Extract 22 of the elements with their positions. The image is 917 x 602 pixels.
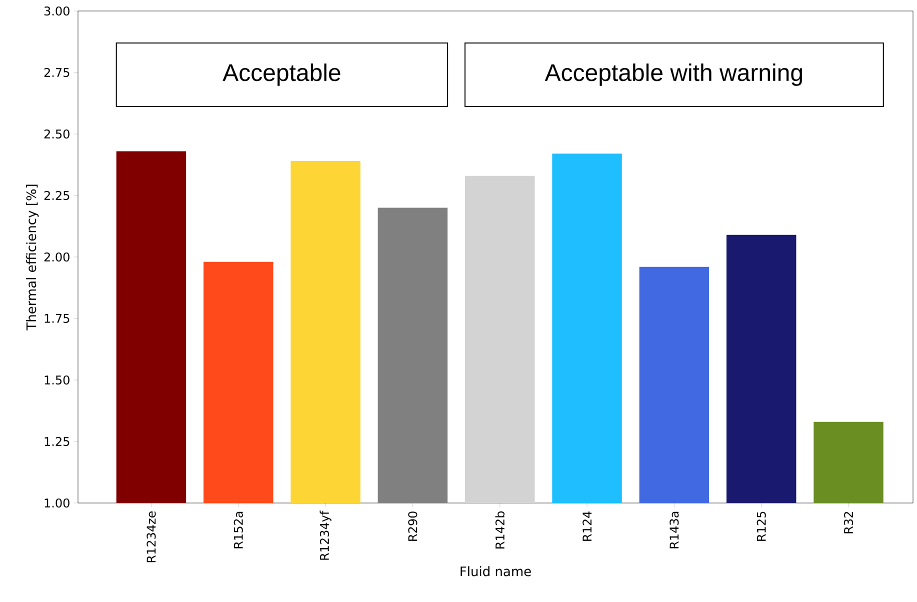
annotation: Acceptable with warning	[544, 64, 802, 86]
x-tick-label: R290	[408, 512, 418, 541]
y-tick-label: 2.50	[44, 129, 70, 139]
y-tick-label: 3.00	[44, 6, 70, 16]
x-tick-label: R32	[844, 512, 854, 534]
y-tick-label: 2.25	[44, 190, 70, 200]
x-axis-title: Fluid name	[460, 566, 531, 576]
annotation: Acceptable	[222, 64, 340, 86]
x-tick-label: R1234yf	[320, 510, 332, 560]
y-tick-label: 1.50	[44, 375, 70, 385]
y-tick-label: 1.75	[44, 314, 70, 323]
x-tick-label: R142b	[495, 511, 505, 548]
y-axis-title: Thermal efficiency [%]	[26, 184, 39, 330]
y-tick-label: 1.00	[44, 498, 70, 508]
x-tick-label: R143a	[670, 512, 679, 548]
x-tick-label: R125	[756, 512, 766, 541]
x-tick-label: R152a	[234, 512, 243, 548]
y-tick-label: 2.00	[44, 252, 70, 262]
x-tick-label: R124	[582, 511, 592, 541]
x-tick-label: R1234ze	[146, 511, 156, 562]
y-tick-label: 1.25	[44, 436, 70, 446]
y-tick-label: 2.75	[44, 68, 70, 78]
